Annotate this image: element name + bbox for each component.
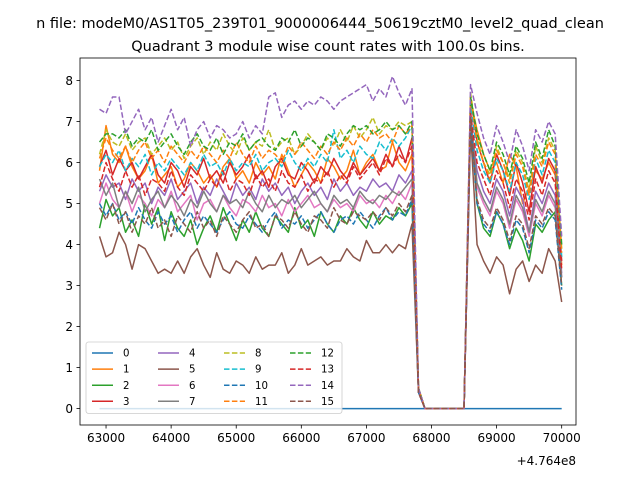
x-tick-label: 67000 [347,431,385,445]
y-tick-label: 0 [65,402,73,416]
series-line-7 [98,116,563,410]
y-tick-label: 8 [65,74,73,88]
x-tick-label: 70000 [543,431,581,445]
x-tick-label: 66000 [282,431,320,445]
series-line-5 [98,129,563,410]
series-line-10 [98,120,563,410]
legend-label-0: 0 [123,349,129,360]
y-tick-label: 6 [65,156,73,170]
series-line-15 [98,116,563,410]
series-line-6 [98,108,563,410]
x-tick-label: 63000 [87,431,125,445]
axes-frame [79,57,577,426]
legend-label-15: 15 [321,397,334,408]
legend-label-14: 14 [321,381,334,392]
series-line-11 [98,96,563,410]
figure-suptitle: n file: modeM0/AS1T05_239T01_9000006444_… [36,16,604,32]
legend-label-9: 9 [255,365,261,376]
legend-label-5: 5 [189,365,195,376]
legend-box [85,341,343,414]
series-line-4 [98,120,563,410]
chart-title: Quadrant 3 module wise count rates with … [131,39,525,55]
legend-label-8: 8 [255,349,261,360]
y-tick-label: 4 [65,238,73,252]
x-tick-label: 69000 [477,431,515,445]
legend-label-12: 12 [321,349,334,360]
y-tick-label: 5 [65,197,73,211]
x-tick-label: 64000 [152,431,190,445]
legend-label-7: 7 [189,397,195,408]
plot-area: 63000 64000 65000 66000 67000 68000 69000 70000… [65,57,581,468]
y-tick-label: 7 [65,115,73,129]
x-tick-label: 68000 [412,431,450,445]
legend-label-1: 1 [123,365,129,376]
legend-label-4: 4 [189,349,195,360]
y-tick-label: 1 [65,361,73,375]
x-offset-label: +4.764e8 [517,454,576,468]
legend-label-13: 13 [321,365,334,376]
series-group [98,75,563,410]
series-line-12 [98,96,563,410]
legend-label-10: 10 [255,381,268,392]
legend-label-6: 6 [189,381,195,392]
series-line-13 [98,112,563,410]
series-line-9 [98,104,563,410]
y-tick-label: 2 [65,320,73,334]
legend-label-2: 2 [123,381,129,392]
legend-label-11: 11 [255,397,268,408]
legend-label-3: 3 [123,397,129,408]
x-tick-label: 65000 [217,431,255,445]
y-tick-label: 3 [65,279,73,293]
